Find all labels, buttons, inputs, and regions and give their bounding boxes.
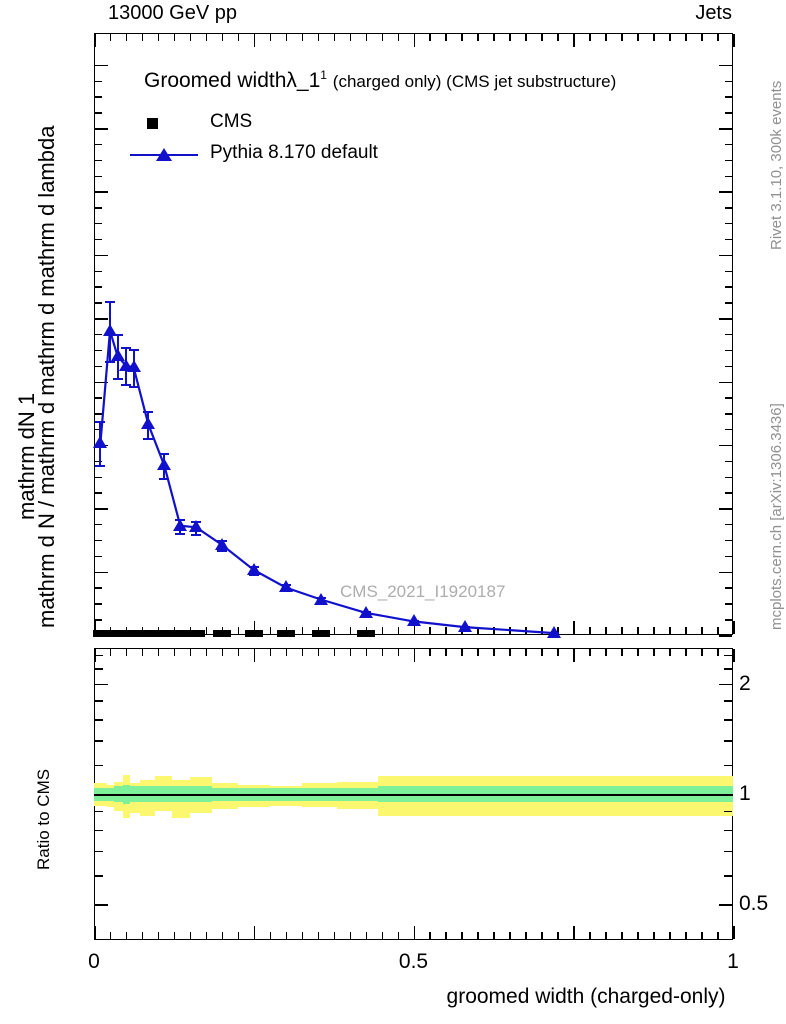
data-point-marker — [406, 614, 421, 627]
ratio-y-tick-label-right: 1 — [739, 782, 751, 805]
cms-data-marker — [356, 630, 375, 638]
data-point-marker — [141, 417, 156, 430]
cms-data-marker — [110, 630, 125, 638]
data-point-marker — [313, 592, 328, 605]
ratio-y-tick-label-right: 2 — [739, 671, 751, 695]
data-point-marker — [157, 458, 172, 471]
data-point-marker — [126, 360, 141, 373]
error-bar-cap — [216, 549, 227, 552]
error-bar-cap — [95, 465, 106, 468]
data-point-marker — [189, 520, 204, 533]
analysis-watermark: CMS_2021_I1920187 — [340, 582, 506, 601]
data-point-marker — [214, 537, 229, 550]
header-category-label: Jets — [695, 2, 732, 24]
cms-data-marker — [187, 630, 206, 638]
data-point-marker — [278, 580, 293, 593]
cms-data-marker — [139, 630, 158, 638]
error-bar-cap — [104, 360, 115, 363]
plot-title-lambda: λ_1 — [286, 69, 321, 92]
cms-data-marker — [311, 630, 330, 638]
cms-data-marker — [244, 630, 263, 638]
error-bar-cap — [95, 421, 106, 424]
cms-data-marker — [118, 630, 133, 638]
error-bar-cap — [112, 334, 123, 336]
error-bar-cap — [104, 300, 115, 303]
plot-title-main: Groomed width — [144, 69, 287, 92]
cms-data-marker — [93, 630, 108, 638]
error-bar-cap — [191, 533, 202, 536]
data-point-marker — [173, 518, 188, 531]
header-energy-label: 13000 GeV pp — [108, 2, 237, 24]
error-bar-cap — [159, 477, 170, 480]
error-bar-cap — [120, 347, 131, 350]
x-axis-title: groomed width (charged-only) — [446, 985, 726, 1008]
cms-data-marker — [171, 630, 190, 638]
data-point-marker — [547, 626, 562, 639]
ratio-y-axis-title: Ratio to CMS — [34, 768, 53, 870]
data-point-marker — [102, 323, 117, 336]
error-bar-cap — [128, 348, 139, 351]
data-point-marker — [93, 436, 108, 449]
data-point-marker — [457, 620, 472, 633]
x-tick-label: 1 — [727, 950, 739, 973]
x-tick-label: 0 — [88, 950, 100, 973]
cms-data-marker — [212, 630, 231, 638]
error-bar-cap — [120, 384, 131, 387]
data-point-marker — [110, 349, 125, 362]
legend-label-pythia: Pythia 8.170 default — [210, 142, 378, 163]
cms-data-marker — [126, 630, 141, 638]
pythia-curve — [99, 330, 555, 635]
main-y-axis-title-secondary: mathrm dN 1 — [14, 392, 39, 520]
ratio-y-tick-label-right: 0.5 — [739, 892, 769, 916]
plot-title: Groomed widthλ_11 (charged only) (CMS je… — [144, 68, 616, 93]
error-bar-cap — [143, 410, 154, 413]
data-point-marker — [246, 563, 261, 576]
mcplots-reference-label: mcplots.cern.ch [arXiv:1306.3436] — [768, 403, 785, 630]
error-bar-cap — [128, 385, 139, 388]
square-marker-icon — [147, 118, 158, 129]
error-bar-cap — [112, 378, 123, 381]
error-bar-cap — [159, 453, 170, 456]
plot-title-rest: (charged only) (CMS jet substructure) — [332, 72, 617, 91]
cms-data-marker — [155, 630, 174, 638]
main-y-axis-title: mathrm d N / mathrm d mathrm d mathrm d … — [34, 125, 59, 628]
cms-data-marker — [276, 630, 295, 638]
triangle-marker-icon — [156, 148, 172, 161]
ratio-reference-line — [94, 794, 733, 796]
error-bar-cap — [143, 437, 154, 440]
plot-title-superscript: 1 — [320, 68, 327, 82]
legend-label-cms: CMS — [210, 111, 253, 132]
rivet-version-label: Rivet 3.1.10, 300k events — [768, 80, 785, 250]
x-tick-label: 0.5 — [398, 950, 429, 973]
error-bar-cap — [175, 532, 186, 535]
cms-data-marker — [102, 630, 117, 638]
data-point-marker — [358, 605, 373, 618]
